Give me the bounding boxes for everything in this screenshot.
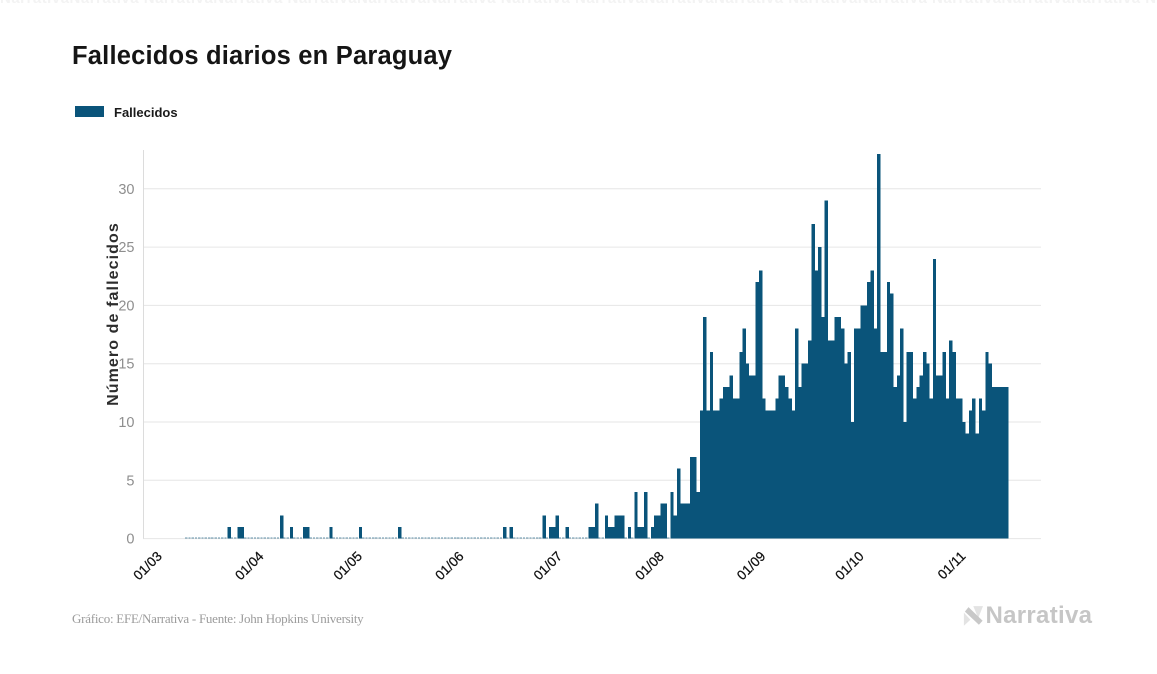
svg-text:01/09: 01/09 [734, 549, 769, 584]
svg-text:01/10: 01/10 [832, 549, 867, 584]
svg-text:01/06: 01/06 [432, 549, 467, 584]
svg-text:30: 30 [118, 182, 134, 198]
svg-text:10: 10 [118, 415, 134, 431]
svg-text:01/05: 01/05 [331, 549, 366, 584]
svg-text:0: 0 [126, 532, 134, 548]
svg-text:01/11: 01/11 [935, 549, 969, 583]
svg-text:01/08: 01/08 [632, 549, 667, 584]
svg-text:01/07: 01/07 [531, 549, 566, 584]
svg-text:01/03: 01/03 [130, 549, 165, 584]
svg-text:25: 25 [118, 240, 134, 256]
svg-text:15: 15 [118, 357, 134, 373]
svg-text:01/04: 01/04 [232, 548, 267, 583]
svg-text:5: 5 [126, 473, 134, 489]
svg-text:20: 20 [118, 298, 134, 314]
